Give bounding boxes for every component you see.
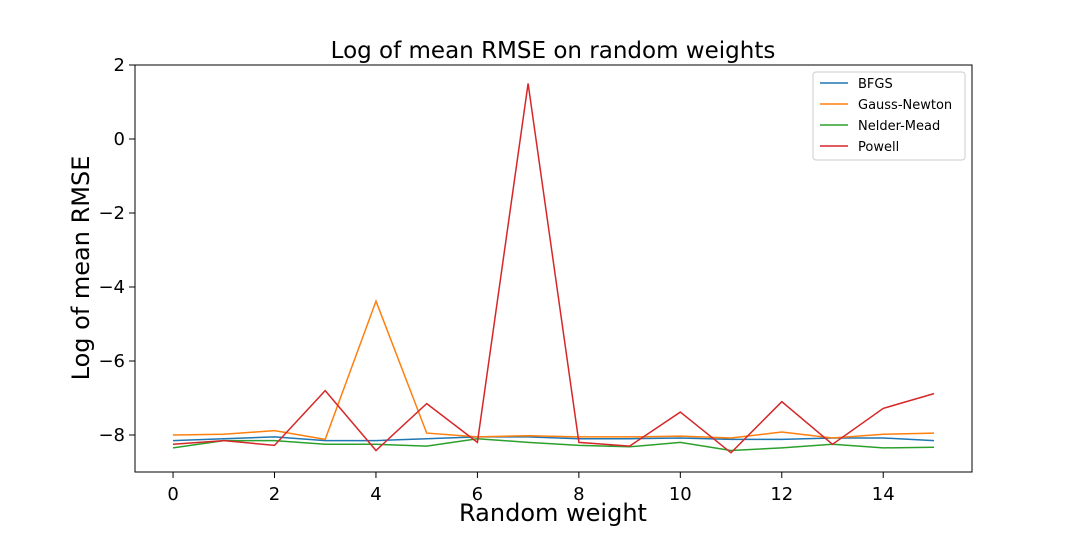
y-tick-label: −8	[98, 425, 125, 446]
x-tick-label: 6	[472, 484, 483, 505]
legend-label-powell: Powell	[858, 140, 899, 155]
legend-label-gauss-newton: Gauss-Newton	[858, 98, 952, 113]
y-tick-label: −6	[98, 351, 125, 372]
series-line-gauss-newton	[172, 298, 935, 441]
x-tick-label: 8	[573, 484, 584, 505]
x-tick-label: 10	[669, 484, 692, 505]
x-tick-label: 0	[167, 484, 178, 505]
legend-box	[812, 71, 966, 161]
legend-label-nelder-mead: Nelder-Mead	[858, 119, 940, 134]
plot-frame	[134, 64, 973, 473]
y-tick-label: −4	[98, 277, 125, 298]
x-tick-label: 2	[269, 484, 280, 505]
x-tick-label: 14	[872, 484, 895, 505]
y-axis-ticks: −8 −6 −4 −2 0 2	[98, 55, 135, 446]
y-axis-label: Log of mean RMSE	[67, 156, 95, 381]
x-tick-label: 4	[370, 484, 381, 505]
legend-label-bfgs: BFGS	[858, 77, 893, 92]
x-tick-label: 12	[770, 484, 793, 505]
legend: BFGS Gauss-Newton Nelder-Mead Powell	[812, 71, 966, 161]
x-axis-ticks: 0 2 4 6 8 10 12 14	[167, 472, 895, 505]
series-line-nelder-mead	[172, 437, 935, 452]
y-tick-label: 0	[114, 129, 125, 150]
y-tick-label: −2	[98, 203, 125, 224]
series-line-powell	[172, 83, 935, 454]
chart-title: Log of mean RMSE on random weights	[331, 38, 776, 64]
x-axis-label: Random weight	[459, 499, 647, 527]
series-line-bfgs	[172, 436, 935, 442]
series-lines	[172, 83, 935, 454]
y-tick-label: 2	[114, 55, 125, 76]
